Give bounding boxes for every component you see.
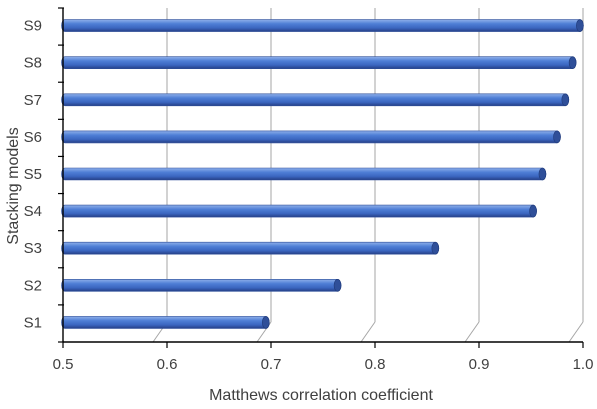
bar-s8 <box>61 56 577 69</box>
bar-s7 <box>61 93 570 107</box>
bar-cap-s6 <box>553 130 561 144</box>
bar-s6 <box>61 130 561 144</box>
bar-cap-s4 <box>529 204 537 218</box>
x-tick-label: 0.9 <box>469 356 490 373</box>
gridline-floor <box>464 321 480 343</box>
gridlines <box>152 8 584 343</box>
x-tick-label: 0.8 <box>365 356 386 373</box>
y-axis-title: Stacking models <box>5 127 22 244</box>
axes <box>58 7 584 348</box>
bar-s1 <box>61 316 270 329</box>
bar-cap-s8 <box>568 56 577 69</box>
bar-s5 <box>61 167 547 181</box>
category-label-s6: S6 <box>24 129 42 146</box>
category-label-s5: S5 <box>24 166 42 183</box>
category-label-s2: S2 <box>24 277 42 294</box>
bars <box>61 19 584 329</box>
x-tick-label: 0.7 <box>261 356 282 373</box>
category-label-s7: S7 <box>24 92 42 109</box>
category-label-s3: S3 <box>24 240 42 257</box>
bar-cap-s5 <box>538 167 547 181</box>
bar-s9 <box>61 19 584 32</box>
bar-cap-s7 <box>561 93 570 107</box>
gridline-floor <box>360 321 376 343</box>
bar-s4 <box>61 204 537 218</box>
category-label-s8: S8 <box>24 55 42 72</box>
gridline-floor <box>568 321 584 343</box>
bar-cap-s2 <box>333 279 342 292</box>
category-label-s1: S1 <box>24 314 42 331</box>
x-tick-label: 0.6 <box>157 356 178 373</box>
bar-cap-s9 <box>576 19 584 32</box>
category-label-s9: S9 <box>24 18 42 35</box>
x-tick-label: 1.0 <box>573 356 594 373</box>
bar-s3 <box>61 241 440 255</box>
x-tick-label: 0.5 <box>53 356 74 373</box>
bar-s2 <box>61 279 342 292</box>
labels: S1 S2 S3 S4 S5 S6 S7 S8 S9 0.5 0.6 0.7 0.8 0.9 1.0 <box>24 18 594 373</box>
x-axis-title: Matthews correlation coefficient <box>209 387 433 404</box>
bar-cap-s1 <box>261 316 270 329</box>
category-label-s4: S4 <box>24 203 42 220</box>
bar-cap-s3 <box>431 241 440 255</box>
